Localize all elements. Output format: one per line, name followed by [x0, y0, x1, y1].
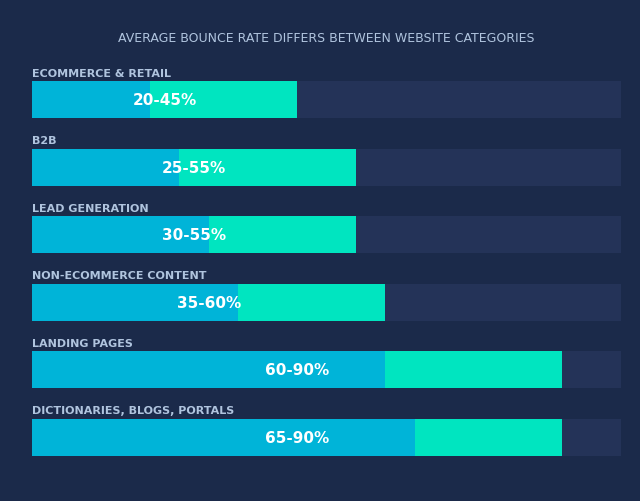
Bar: [32, 351, 385, 388]
Text: 25-55%: 25-55%: [162, 160, 226, 175]
Text: AVERAGE BOUNCE RATE DIFFERS BETWEEN WEBSITE CATEGORIES: AVERAGE BOUNCE RATE DIFFERS BETWEEN WEBS…: [118, 32, 534, 45]
Text: 30-55%: 30-55%: [162, 228, 226, 242]
Text: 35-60%: 35-60%: [177, 295, 241, 310]
Text: NON-ECOMMERCE CONTENT: NON-ECOMMERCE CONTENT: [32, 271, 207, 281]
Text: LANDING PAGES: LANDING PAGES: [32, 338, 133, 348]
Bar: [32, 217, 209, 254]
Bar: [32, 284, 621, 321]
Bar: [150, 82, 297, 119]
Text: 60-90%: 60-90%: [265, 362, 329, 377]
Bar: [415, 419, 562, 456]
Bar: [238, 284, 385, 321]
Text: 20-45%: 20-45%: [132, 93, 196, 108]
Bar: [385, 351, 562, 388]
Bar: [32, 351, 621, 388]
Text: DICTIONARIES, BLOGS, PORTALS: DICTIONARIES, BLOGS, PORTALS: [32, 405, 234, 415]
Bar: [209, 217, 356, 254]
Text: B2B: B2B: [32, 136, 56, 146]
Bar: [32, 82, 621, 119]
Bar: [32, 419, 415, 456]
Bar: [32, 82, 150, 119]
Bar: [32, 284, 238, 321]
Text: ECOMMERCE & RETAIL: ECOMMERCE & RETAIL: [32, 69, 171, 79]
Text: LEAD GENERATION: LEAD GENERATION: [32, 203, 148, 213]
Bar: [32, 217, 621, 254]
Text: 65-90%: 65-90%: [265, 430, 329, 445]
Bar: [32, 149, 179, 186]
Bar: [32, 419, 621, 456]
Bar: [32, 149, 621, 186]
Bar: [179, 149, 356, 186]
